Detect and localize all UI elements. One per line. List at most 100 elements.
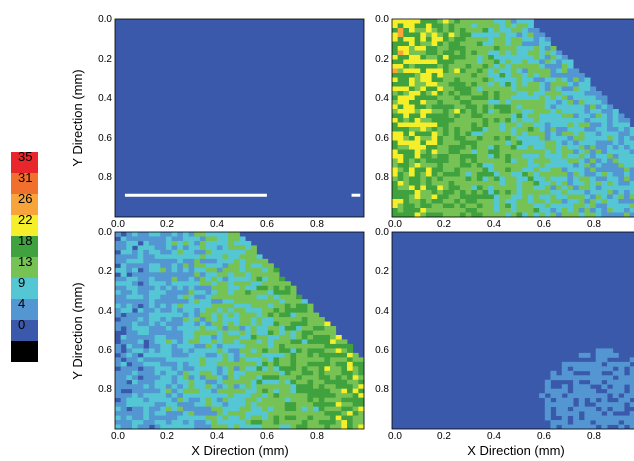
heatmap-cell — [459, 91, 466, 96]
heatmap-cell — [454, 199, 461, 204]
heatmap-cell — [352, 352, 359, 358]
heatmap-cell — [431, 145, 438, 150]
heatmap-cell — [425, 104, 433, 110]
heatmap-cell — [330, 343, 337, 349]
heatmap-cell — [522, 122, 529, 128]
heatmap-cell — [347, 379, 354, 385]
heatmap-cell — [250, 245, 257, 251]
heatmap-cell — [256, 334, 263, 340]
heatmap-cell — [442, 140, 449, 146]
heatmap-cell — [222, 343, 229, 349]
heatmap-cell — [437, 199, 444, 204]
heatmap-cell — [499, 100, 506, 105]
heatmap-cell — [567, 402, 574, 408]
heatmap-cell — [160, 388, 167, 394]
heatmap-cell — [448, 154, 455, 159]
heatmap-cells — [115, 232, 365, 430]
heatmap-cell — [148, 294, 156, 300]
heatmap-cell — [573, 127, 580, 132]
heatmap-cell — [590, 118, 597, 123]
heatmap-cell — [330, 352, 337, 358]
heatmap-cell — [471, 41, 478, 47]
heatmap-cell — [539, 109, 546, 114]
heatmap-cell — [414, 55, 421, 60]
heatmap-cell — [493, 86, 500, 92]
heatmap-cell — [573, 77, 580, 83]
heatmap-cell — [148, 285, 156, 291]
heatmap-cell — [578, 375, 585, 381]
heatmap-cell — [188, 267, 195, 273]
heatmap-cell — [267, 294, 274, 300]
heatmap-cell — [335, 339, 342, 345]
heatmap-cell — [262, 415, 269, 421]
heatmap-cell — [414, 149, 421, 155]
heatmap-cell — [194, 281, 201, 287]
heatmap-cell — [414, 37, 421, 42]
heatmap-cell — [233, 379, 240, 385]
heatmap-cell — [590, 406, 597, 412]
heatmap-cell — [330, 397, 337, 403]
heatmap-cell — [505, 37, 512, 42]
heatmap-cell — [296, 352, 303, 358]
heatmap-cell — [233, 388, 240, 394]
heatmap-cell — [482, 131, 489, 137]
heatmap-cell — [584, 375, 591, 381]
heatmap-cell — [126, 343, 133, 349]
heatmap-cell — [290, 343, 297, 349]
heatmap-cell — [442, 91, 449, 96]
heatmap-cell — [573, 203, 580, 209]
heatmap-cell — [177, 352, 184, 358]
heatmap-cell — [165, 245, 172, 251]
heatmap-cell — [284, 424, 291, 430]
heatmap-cell — [516, 77, 523, 83]
heatmap-cell — [137, 420, 144, 425]
heatmap-cell — [584, 361, 591, 367]
heatmap-cell — [493, 95, 500, 101]
heatmap-cell — [499, 149, 506, 155]
heatmap-cell — [539, 46, 546, 51]
heatmap-cell — [448, 158, 455, 164]
heatmap-cell — [131, 402, 139, 408]
heatmap-cell — [137, 326, 144, 331]
heatmap-cell — [607, 190, 614, 195]
heatmap-cell — [188, 366, 195, 372]
heatmap-cell — [358, 424, 365, 430]
heatmap-cell — [205, 245, 212, 251]
heatmap-cell — [160, 339, 167, 345]
heatmap-cell — [205, 366, 212, 372]
heatmap-cell — [216, 276, 223, 282]
heatmap-cell — [307, 375, 314, 381]
heatmap-cell — [228, 366, 235, 372]
heatmap-cell — [126, 276, 133, 282]
heatmap-cell — [160, 411, 167, 416]
heatmap-cell — [482, 203, 489, 209]
heatmap-cell — [267, 402, 274, 408]
heatmap-cell — [522, 185, 529, 191]
heatmap-cell — [454, 59, 461, 65]
heatmap-cell — [590, 136, 597, 141]
heatmap-cell — [448, 100, 455, 105]
heatmap-cell — [262, 317, 269, 322]
heatmap-cell — [188, 249, 195, 255]
heatmap-cell — [397, 109, 404, 114]
heatmap-cell — [454, 149, 461, 155]
heatmap-cell — [222, 334, 229, 340]
heatmap-cell — [296, 321, 303, 327]
heatmap-cell — [137, 343, 144, 349]
heatmap-cell — [239, 236, 246, 242]
heatmap-cell — [228, 240, 235, 246]
heatmap-cell — [171, 352, 178, 358]
heatmap-cell — [194, 330, 201, 336]
heatmap-cell — [131, 370, 139, 376]
heatmap-cell — [618, 113, 625, 119]
heatmap-cell — [454, 176, 461, 182]
heatmap-cell — [561, 424, 568, 430]
heatmap-cell — [194, 366, 201, 372]
heatmap-cell — [267, 348, 274, 354]
heatmap-cell — [171, 402, 178, 408]
heatmap-cell — [347, 388, 354, 394]
heatmap-cell — [544, 77, 551, 83]
heatmap-cell — [115, 375, 122, 381]
heatmap-cell — [567, 73, 574, 78]
heatmap-cell — [437, 100, 444, 105]
